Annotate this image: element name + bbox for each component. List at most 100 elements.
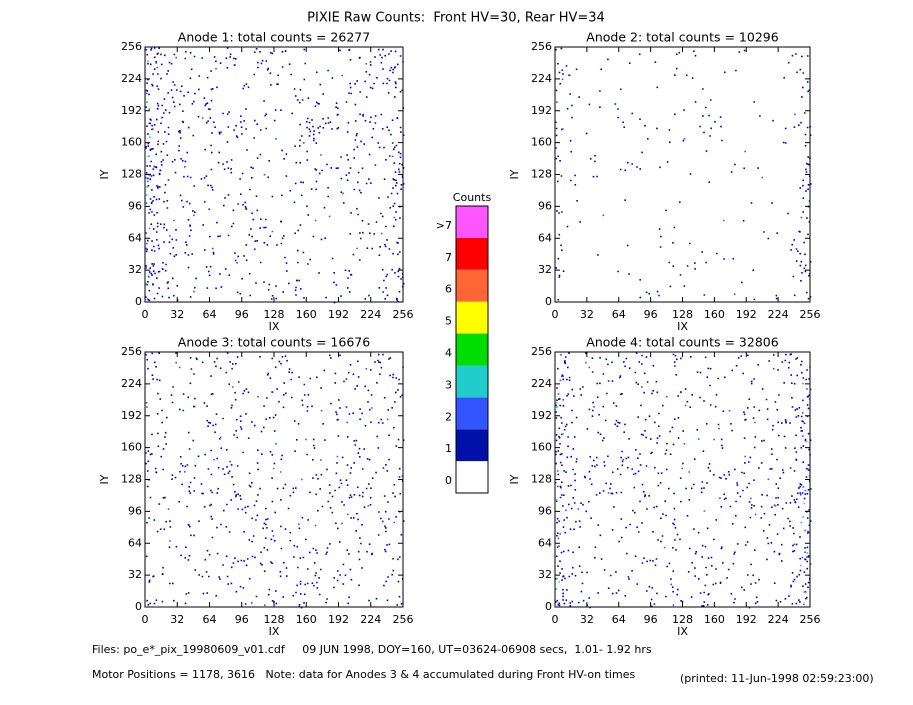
y-axis-label: IY bbox=[98, 474, 111, 484]
x-tick-label: 96 bbox=[644, 308, 658, 321]
x-tick-label: 128 bbox=[264, 308, 285, 321]
y-tick-label: 256 bbox=[531, 345, 552, 358]
x-axis-label: IX bbox=[269, 625, 280, 638]
x-tick-label: 64 bbox=[203, 308, 217, 321]
colorbar-frame bbox=[455, 205, 489, 494]
panel-title: Anode 3: total counts = 16676 bbox=[178, 335, 370, 350]
colorbar-label: 4 bbox=[445, 347, 452, 360]
x-tick-label: 256 bbox=[393, 308, 414, 321]
x-tick-label: 160 bbox=[296, 613, 317, 626]
colorbar-label: 6 bbox=[445, 283, 452, 296]
x-tick-label: 96 bbox=[235, 613, 249, 626]
x-tick-label: 64 bbox=[612, 613, 626, 626]
x-tick-label: 160 bbox=[704, 613, 725, 626]
colorbar-swatch bbox=[456, 206, 488, 238]
y-tick-label: 192 bbox=[531, 409, 552, 422]
x-tick-label: 128 bbox=[264, 613, 285, 626]
y-tick-label: 160 bbox=[121, 136, 142, 149]
y-tick-label: 224 bbox=[531, 72, 552, 85]
y-tick-label: 0 bbox=[545, 600, 552, 613]
count-texture bbox=[555, 352, 812, 609]
x-tick-label: 0 bbox=[552, 308, 559, 321]
colorbar-title: Counts bbox=[453, 191, 492, 204]
colorbar-swatch bbox=[456, 365, 488, 398]
colorbar-swatch bbox=[456, 301, 488, 334]
x-tick-label: 224 bbox=[768, 613, 789, 626]
x-axis-label: IX bbox=[677, 625, 688, 638]
x-tick-label: 256 bbox=[800, 308, 821, 321]
y-tick-label: 96 bbox=[128, 199, 142, 212]
footer-files: Files: po_e*_pix_19980609_v01.cdf 09 JUN… bbox=[92, 643, 652, 656]
count-texture bbox=[145, 56, 404, 300]
count-texture bbox=[145, 47, 405, 304]
count-texture bbox=[555, 398, 811, 583]
y-tick-label: 0 bbox=[135, 600, 142, 613]
plot-frame bbox=[144, 46, 404, 303]
panel-title: Anode 2: total counts = 10296 bbox=[586, 30, 778, 45]
x-tick-label: 0 bbox=[552, 613, 559, 626]
x-tick-label: 64 bbox=[612, 308, 626, 321]
plot-frame bbox=[554, 46, 811, 303]
x-tick-label: 224 bbox=[768, 308, 789, 321]
colorbar-label: 2 bbox=[445, 410, 452, 423]
y-tick-label: 160 bbox=[531, 136, 552, 149]
colorbar-swatch bbox=[456, 237, 488, 270]
y-tick-label: 160 bbox=[121, 441, 142, 454]
x-tick-label: 64 bbox=[203, 613, 217, 626]
x-tick-label: 160 bbox=[704, 308, 725, 321]
y-tick-label: 32 bbox=[538, 263, 552, 276]
x-tick-label: 32 bbox=[580, 308, 594, 321]
y-tick-label: 128 bbox=[121, 168, 142, 181]
x-axis-label: IX bbox=[269, 320, 280, 333]
y-tick-label: 96 bbox=[538, 199, 552, 212]
figure-title: PIXIE Raw Counts: Front HV=30, Rear HV=3… bbox=[307, 11, 605, 26]
panel-title: Anode 4: total counts = 32806 bbox=[586, 335, 778, 350]
plot-frame bbox=[144, 351, 404, 608]
y-tick-label: 96 bbox=[538, 504, 552, 517]
x-tick-label: 32 bbox=[170, 613, 184, 626]
footer-motor: Motor Positions = 1178, 3616 Note: data … bbox=[92, 668, 635, 681]
y-tick-label: 128 bbox=[121, 473, 142, 486]
y-tick-label: 96 bbox=[128, 504, 142, 517]
x-tick-label: 160 bbox=[296, 308, 317, 321]
panel-title: Anode 1: total counts = 26277 bbox=[178, 30, 370, 45]
y-tick-label: 256 bbox=[121, 40, 142, 53]
x-tick-label: 192 bbox=[736, 613, 757, 626]
colorbar-swatch bbox=[456, 333, 488, 366]
y-tick-label: 256 bbox=[531, 40, 552, 53]
count-texture bbox=[145, 352, 405, 609]
colorbar-label: 1 bbox=[445, 442, 452, 455]
count-texture bbox=[555, 366, 811, 590]
y-tick-label: 224 bbox=[121, 72, 142, 85]
y-tick-label: 256 bbox=[121, 345, 142, 358]
plot-frame bbox=[554, 351, 811, 608]
x-tick-label: 192 bbox=[736, 308, 757, 321]
x-tick-label: 32 bbox=[580, 613, 594, 626]
x-tick-label: 96 bbox=[235, 308, 249, 321]
y-tick-label: 192 bbox=[121, 409, 142, 422]
x-tick-label: 128 bbox=[672, 308, 693, 321]
y-tick-label: 0 bbox=[135, 295, 142, 308]
y-tick-label: 64 bbox=[128, 536, 142, 549]
y-tick-label: 192 bbox=[121, 104, 142, 117]
colorbar-label: >7 bbox=[436, 219, 452, 232]
colorbar-label: 0 bbox=[445, 474, 452, 487]
x-axis-label: IX bbox=[677, 320, 688, 333]
x-tick-label: 192 bbox=[328, 613, 349, 626]
colorbar-swatch bbox=[456, 397, 488, 430]
x-tick-label: 32 bbox=[170, 308, 184, 321]
x-tick-label: 128 bbox=[672, 613, 693, 626]
y-tick-label: 128 bbox=[531, 168, 552, 181]
count-texture bbox=[555, 47, 812, 301]
y-tick-label: 224 bbox=[531, 377, 552, 390]
footer-printed: (printed: 11-Jun-1998 02:59:23:00) bbox=[680, 672, 874, 685]
count-texture bbox=[556, 74, 803, 295]
y-axis-label: IY bbox=[508, 169, 521, 179]
colorbar-swatch bbox=[456, 461, 488, 493]
x-tick-label: 192 bbox=[328, 308, 349, 321]
y-tick-label: 0 bbox=[545, 295, 552, 308]
y-tick-label: 32 bbox=[128, 263, 142, 276]
y-tick-label: 160 bbox=[531, 441, 552, 454]
y-tick-label: 64 bbox=[128, 231, 142, 244]
x-tick-label: 256 bbox=[800, 613, 821, 626]
